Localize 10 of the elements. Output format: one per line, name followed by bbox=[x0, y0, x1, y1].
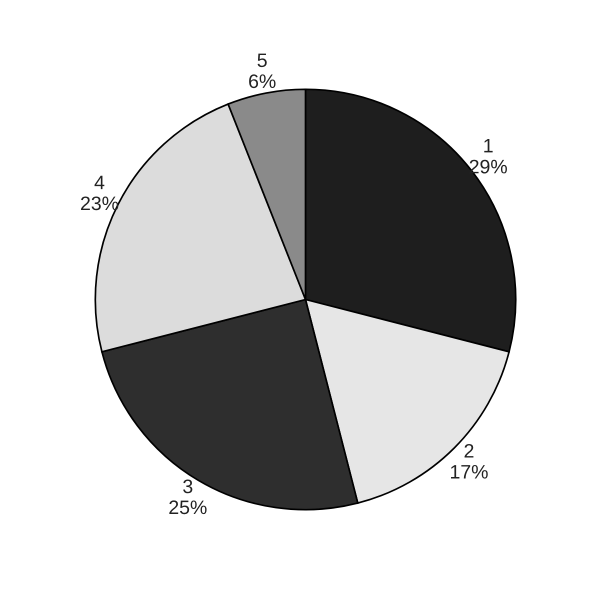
data-label: 23% bbox=[81, 196, 118, 210]
slice-label: 2 bbox=[464, 444, 474, 458]
data-label: 25% bbox=[169, 500, 207, 514]
slice-label: 3 bbox=[183, 479, 192, 494]
slice-label: 1 bbox=[484, 138, 493, 152]
slice-label: 5 bbox=[258, 54, 267, 68]
slice-label: 4 bbox=[94, 176, 104, 190]
data-label: 29% bbox=[470, 160, 507, 174]
data-label: 17% bbox=[451, 464, 488, 479]
data-label: 6% bbox=[249, 74, 276, 88]
